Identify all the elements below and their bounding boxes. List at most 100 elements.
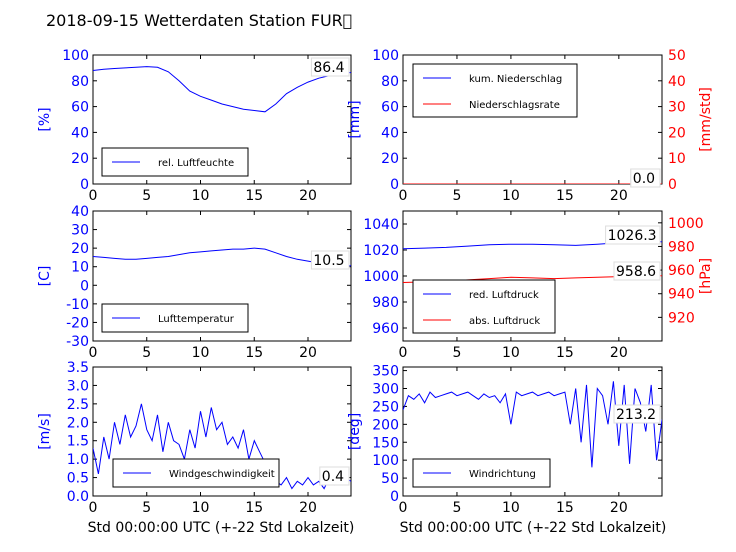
x-tick-label: 5 <box>452 500 461 516</box>
x-tick-label: 15 <box>245 188 263 204</box>
y-tick-label: 50 <box>381 471 399 487</box>
x-tick-label: 0 <box>399 188 408 204</box>
plot-frame <box>92 210 352 342</box>
x-tick-label: 15 <box>245 345 263 361</box>
y-tick-label: 0 <box>390 177 399 193</box>
y-tick-label: 60 <box>71 100 89 116</box>
last-value-box <box>319 466 350 486</box>
x-tick-label: 5 <box>142 500 151 516</box>
y2-axis-label: [mm/std] <box>698 87 714 152</box>
y2-tick-label: 940 <box>668 287 695 303</box>
last-value-label: 0.4 <box>322 469 344 485</box>
x-tick-label: 5 <box>452 188 461 204</box>
y-tick-label: 100 <box>62 48 89 64</box>
x-tick-label: 5 <box>142 345 151 361</box>
x-tick-label: 0 <box>399 500 408 516</box>
last-value-box <box>613 261 661 281</box>
y-tick-label: 40 <box>71 125 89 141</box>
y-tick-label: 100 <box>372 48 399 64</box>
x-axis-label-left: Std 00:00:00 UTC (+-22 Std Lokalzeit) <box>88 520 355 536</box>
y-tick-label: 1.0 <box>67 452 89 468</box>
legend-entry: Windrichtung <box>469 469 536 480</box>
x-tick-label: 20 <box>299 500 317 516</box>
y-tick-label: 40 <box>71 204 89 220</box>
y-tick-label: 20 <box>71 151 89 167</box>
legend-entry: Niederschlagsrate <box>469 100 560 111</box>
y-axis-label: [C] <box>37 266 53 287</box>
y-tick-label: 20 <box>71 241 89 257</box>
y2-tick-label: 0 <box>668 177 677 193</box>
last-value-box <box>310 250 350 270</box>
last-value-label: 86.4 <box>313 60 344 76</box>
x-tick-label: 10 <box>192 188 210 204</box>
y-tick-label: 1020 <box>363 243 399 259</box>
x-tick-label: 10 <box>502 500 520 516</box>
x-tick-label: 20 <box>610 345 628 361</box>
y-axis-label: [%] <box>37 107 53 131</box>
y2-tick-label: 40 <box>668 74 686 90</box>
last-value-box <box>630 168 661 188</box>
y-tick-label: 1.5 <box>67 434 89 450</box>
y-tick-label: 0.5 <box>67 471 89 487</box>
series-line-wdir <box>403 381 662 468</box>
y2-tick-label: 920 <box>668 310 695 326</box>
x-tick-label: 5 <box>452 345 461 361</box>
chart-panel-wdir: 0 5 10 15 20050100150200250300350[deg]Windri… <box>347 364 663 516</box>
x-tick-label: 15 <box>245 500 263 516</box>
x-tick-label: 5 <box>142 188 151 204</box>
y-axis-label: [deg] <box>347 413 363 450</box>
x-tick-label: 15 <box>556 188 574 204</box>
y-tick-label: 3.5 <box>67 360 89 376</box>
y-tick-label: 350 <box>372 364 399 380</box>
plot-frame <box>402 366 663 497</box>
chart-panel-rain: 0 5 10 15 20 0 20 40 60 80 100 0 10 20 30 40 50 [mm] [mm/s… <box>347 48 714 204</box>
y-axis-label: [m/s] <box>37 413 53 450</box>
y-tick-label: -30 <box>66 334 89 350</box>
chart-panel-press: 0 5 10 15 20 960 980 1000 1020 1040 920 940 960 980 10… <box>363 210 714 361</box>
last-value-label: 1026.3 <box>608 228 657 244</box>
y-tick-label: 300 <box>372 382 399 398</box>
y-tick-label: 250 <box>372 399 399 415</box>
last-value-box <box>605 225 661 245</box>
series-line-hum <box>93 66 351 113</box>
y-tick-label: 150 <box>372 435 399 451</box>
y-tick-label: 0 <box>80 177 89 193</box>
y-tick-label: 2.5 <box>67 397 89 413</box>
y2-tick-label: 960 <box>668 263 695 279</box>
y2-tick-label: 10 <box>668 151 686 167</box>
y2-tick-label: 20 <box>668 125 686 141</box>
y-tick-label: 100 <box>372 453 399 469</box>
last-value-label: 10.5 <box>313 253 344 269</box>
chart-panel-wind: 0 5 10 15 20 0.0 0.5 1.0 1.5 2.0 2.5 3.0 3.5 [m/s] Win… <box>37 360 352 516</box>
y-tick-label: 0 <box>390 489 399 505</box>
y-tick-label: 10 <box>71 260 89 276</box>
series-line-temp <box>93 247 351 267</box>
y-tick-label: 2.0 <box>67 415 89 431</box>
last-value-label: 958.6 <box>616 264 656 280</box>
legend-box <box>412 279 556 334</box>
x-tick-label: 10 <box>192 345 210 361</box>
y-tick-label: 0.0 <box>67 489 89 505</box>
last-value-label: 0.0 <box>633 171 655 187</box>
y-tick-label: 1000 <box>363 269 399 285</box>
y-tick-label: 3.0 <box>67 378 89 394</box>
y-tick-label: 40 <box>381 125 399 141</box>
plot-frame <box>92 366 352 497</box>
plot-frame <box>92 54 352 185</box>
x-tick-label: 20 <box>610 500 628 516</box>
x-tick-label: 15 <box>556 345 574 361</box>
y-tick-label: 30 <box>71 223 89 239</box>
x-tick-label: 0 <box>89 500 98 516</box>
y-tick-label: -10 <box>66 297 89 313</box>
legend-entry: Windgeschwindigkeit <box>169 469 275 480</box>
x-tick-label: 20 <box>299 188 317 204</box>
y-tick-label: 200 <box>372 417 399 433</box>
chart-panel-hum: 0 5 10 15 20 0 20 40 60 80 100 [%] rel. Luftfeuchte 8… <box>37 48 352 204</box>
legend-entry: Lufttemperatur <box>158 314 235 325</box>
series-line-wind <box>93 403 351 490</box>
y-tick-label: 980 <box>372 295 399 311</box>
legend-box <box>412 63 578 118</box>
y-tick-label: 80 <box>381 74 399 90</box>
y-axis-label: [mm] <box>347 100 363 138</box>
